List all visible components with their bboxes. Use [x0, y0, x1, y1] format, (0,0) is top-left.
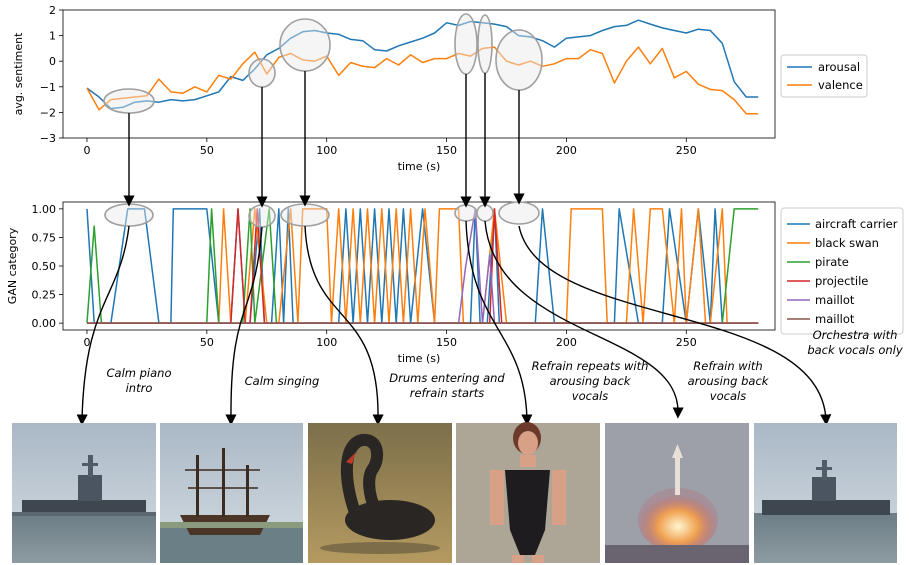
caption-5-line-3: vocals: [710, 389, 746, 403]
connector-2: [225, 226, 263, 426]
aircraft-carrier-image: [12, 423, 156, 563]
sentiment-xtick-label: 200: [556, 144, 577, 157]
black-swan-image: [308, 423, 452, 563]
image-connectors: [76, 220, 832, 426]
highlight-ellipses: [103, 13, 543, 228]
highlight-ellipse-3: [279, 18, 331, 72]
legend-label-pirate: pirate: [815, 255, 849, 269]
gan-ytick-label: 0.75: [32, 231, 57, 244]
legend-label-maillot-2: maillot: [815, 312, 855, 326]
link-arrows: [123, 71, 525, 208]
gan-ytick-label: 0.00: [32, 317, 57, 330]
gan-xlabel: time (s): [398, 352, 441, 365]
sentiment-ytick-label: 0: [49, 55, 56, 68]
sentiment-ylabel: avg. sentiment: [12, 32, 25, 116]
legend-label-valence: valence: [818, 78, 863, 92]
connector-1: [76, 225, 130, 426]
projectile-image: [605, 423, 749, 563]
sentiment-chart-frame: [62, 9, 776, 139]
sentiment-xtick-label: 0: [83, 144, 90, 157]
legend-label-black-swan: black swan: [815, 236, 879, 250]
sentiment-ytick-label: 1: [49, 30, 56, 43]
aircraft-carrier-image-2: [754, 423, 897, 563]
connector-6: [518, 225, 832, 426]
connector-5: [484, 220, 684, 419]
legend-label-aircraft-carrier: aircraft carrier: [815, 217, 898, 231]
legend-label-arousal: arousal: [818, 60, 860, 74]
caption-5-line-2: arousing back: [688, 374, 770, 388]
caption-2-line-1: Calm singing: [245, 374, 320, 388]
legend-label-maillot: maillot: [815, 293, 855, 307]
gan-ytick-label: 0.25: [32, 289, 57, 302]
legend-label-projectile: projectile: [815, 274, 868, 288]
highlight-ellipse-10: [454, 204, 478, 222]
highlight-ellipse-5: [477, 14, 493, 74]
connector-4: [465, 220, 533, 426]
gan-legend-box: [780, 207, 904, 335]
gan-ylabel: GAN category: [6, 227, 19, 304]
gan-series-line-3: [86, 208, 759, 324]
caption-4-line-2: arousing back: [550, 374, 632, 388]
highlight-ellipse-9: [280, 203, 330, 227]
gan-ytick-label: 1.00: [32, 203, 57, 216]
sentiment-ytick-label: 2: [49, 4, 56, 17]
gan-xtick-label: 50: [200, 336, 214, 349]
caption-4-line-1: Refrain repeats with: [532, 359, 649, 373]
gan-category-chart: 0 50 100 150 200 250 0.00 0.25 0.50 0.75 1.00 time…: [6, 201, 776, 365]
caption-6-line-1: Orchestra with: [813, 328, 898, 342]
sentiment-legend-box: [780, 54, 868, 98]
highlight-ellipse-6: [495, 29, 543, 91]
gan-xtick-label: 150: [436, 336, 457, 349]
sentiment-xtick-label: 250: [676, 144, 697, 157]
gan-xtick-label: 200: [556, 336, 577, 349]
captions: Calm piano intro Calm singing Drums ente…: [107, 328, 903, 403]
caption-3-line-1: Drums entering and: [389, 371, 505, 385]
connector-3: [304, 225, 384, 426]
sentiment-series-line-2: [86, 46, 759, 115]
sentiment-ytick-label: −1: [40, 81, 56, 94]
highlight-ellipse-12: [498, 201, 540, 225]
gan-series-line-4: [87, 208, 759, 324]
highlight-ellipse-1: [103, 88, 155, 114]
gan-series-line-5: [87, 208, 759, 324]
sentiment-legend: arousal valence: [780, 54, 868, 98]
maillot-image: [456, 422, 600, 563]
caption-4-line-3: vocals: [572, 389, 608, 403]
caption-6-line-2: back vocals only: [807, 343, 903, 357]
gan-xtick-label: 100: [316, 336, 337, 349]
highlight-ellipse-11: [476, 204, 494, 222]
caption-5-line-1: Refrain with: [693, 359, 762, 373]
sentiment-xtick-label: 100: [316, 144, 337, 157]
highlight-ellipse-8: [248, 204, 276, 228]
sentiment-series-line-1: [86, 19, 759, 110]
highlight-ellipse-2: [248, 58, 276, 88]
sentiment-ytick-label: −2: [40, 106, 56, 119]
gan-ytick-label: 0.50: [32, 260, 57, 273]
sentiment-xtick-label: 50: [200, 144, 214, 157]
gan-series-line-2: [87, 208, 759, 324]
highlight-ellipse-4: [454, 13, 478, 75]
caption-1-line-1: Calm piano: [107, 366, 172, 380]
sentiment-xlabel: time (s): [398, 160, 441, 173]
sentiment-xtick-label: 150: [436, 144, 457, 157]
gan-series-line-1: [86, 208, 759, 324]
sentiment-ytick-label: −3: [40, 132, 56, 145]
gan-xtick-label: 0: [83, 336, 90, 349]
sentiment-chart: 0 50 100 150 200 250 −3 −2 −1 0 1 2 time (s) avg. s…: [12, 4, 776, 173]
caption-3-line-2: refrain starts: [410, 386, 485, 400]
gan-xtick-label: 250: [676, 336, 697, 349]
caption-1-line-2: intro: [126, 381, 153, 395]
gan-legend: aircraft carrier black swan pirate proje…: [780, 207, 904, 335]
pirate-ship-image: [160, 423, 303, 563]
highlight-ellipse-7: [104, 203, 154, 227]
